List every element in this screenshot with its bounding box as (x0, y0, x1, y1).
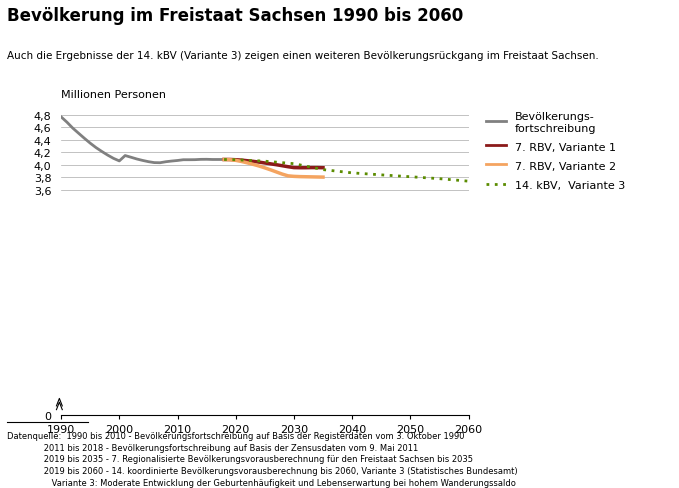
Text: Datenquelle:  1990 bis 2010 - Bevölkerungsfortschreibung auf Basis der Registerd: Datenquelle: 1990 bis 2010 - Bevölkerung… (7, 431, 517, 487)
Text: Bevölkerung im Freistaat Sachsen 1990 bis 2060: Bevölkerung im Freistaat Sachsen 1990 bi… (7, 7, 463, 25)
Text: Auch die Ergebnisse der 14. kBV (Variante 3) zeigen einen weiteren Bevölkerungsr: Auch die Ergebnisse der 14. kBV (Variant… (7, 51, 599, 61)
Legend: Bevölkerungs-
fortschreibung, 7. RBV, Variante 1, 7. RBV, Variante 2, 14. kBV,  : Bevölkerungs- fortschreibung, 7. RBV, Va… (486, 112, 625, 191)
Text: Millionen Personen: Millionen Personen (61, 90, 166, 100)
